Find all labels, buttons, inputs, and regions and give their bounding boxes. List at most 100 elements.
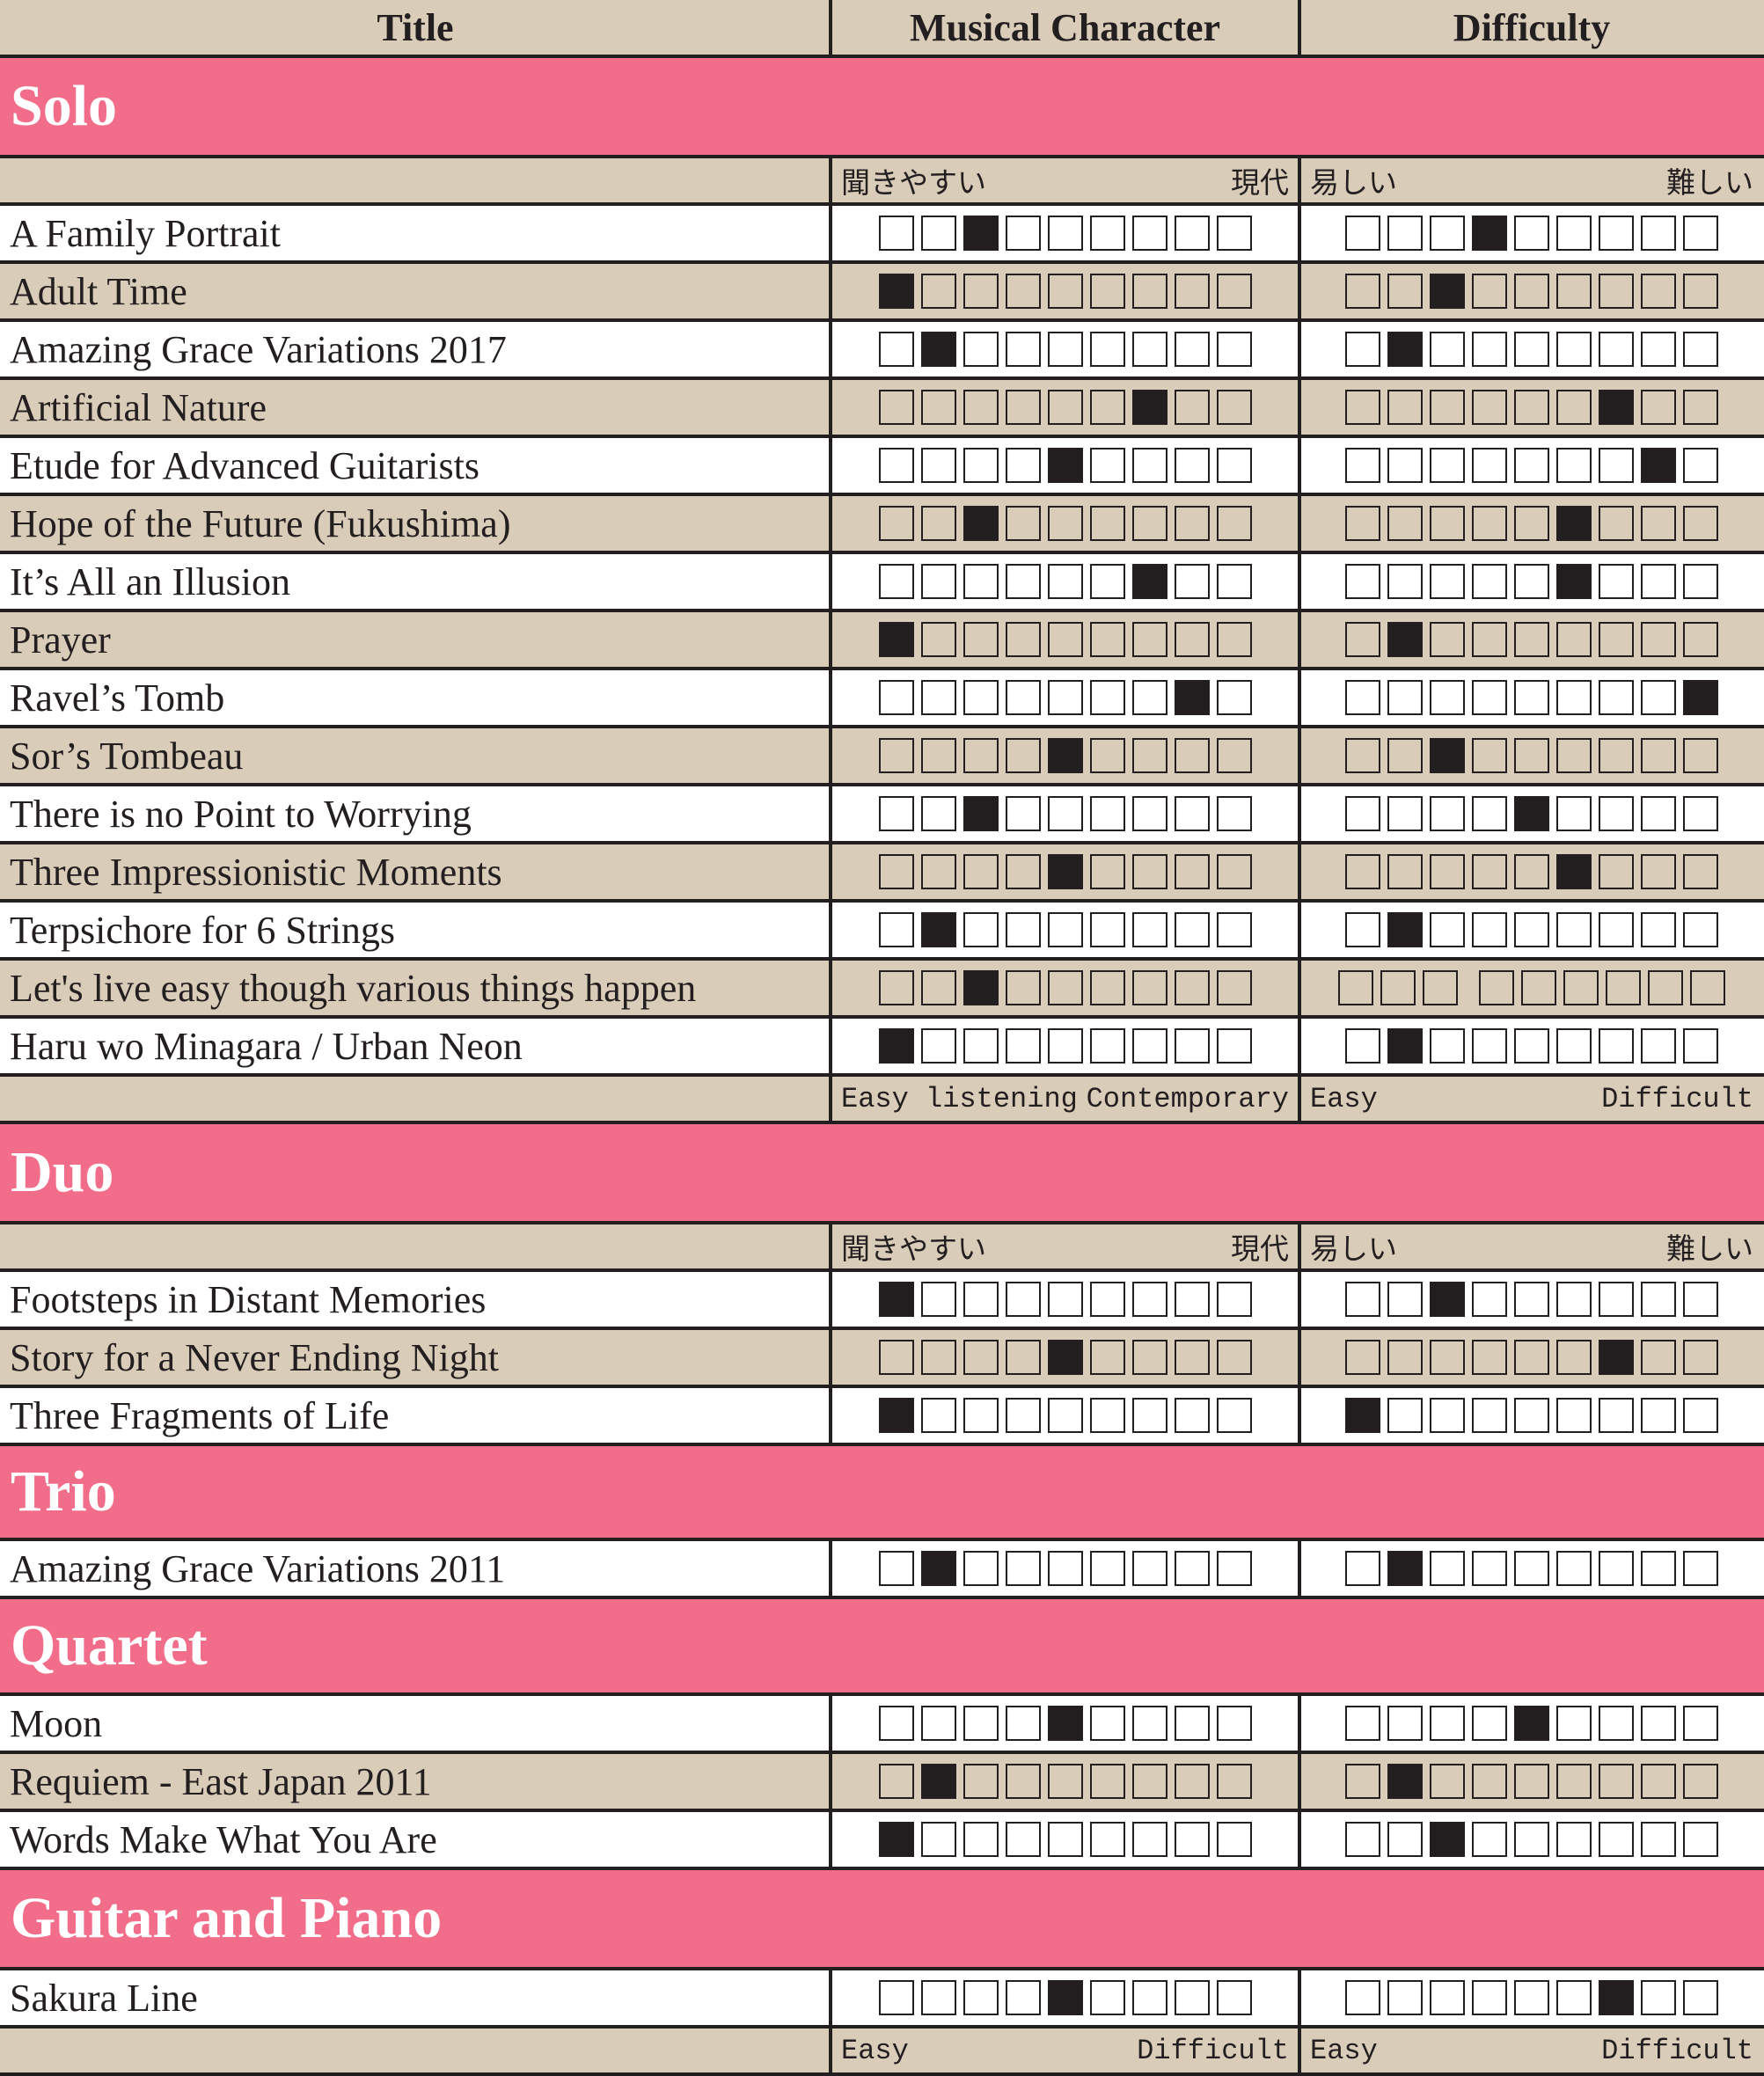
rating-box — [1089, 738, 1125, 773]
rating-box — [1599, 506, 1634, 541]
difficulty-cell — [1299, 264, 1764, 318]
rating-box — [1430, 448, 1465, 483]
rating-box — [1131, 1980, 1167, 2015]
rating-box — [1683, 1028, 1718, 1064]
rating-box — [1089, 564, 1125, 599]
column-divider — [829, 903, 832, 957]
section-title: Duo — [11, 1140, 114, 1204]
rating-box — [1047, 912, 1083, 947]
difficulty-cell — [1299, 786, 1764, 841]
rating-box — [1089, 1028, 1125, 1064]
rating-box — [1641, 274, 1676, 309]
character-cell — [831, 670, 1299, 725]
rating-box — [1174, 506, 1210, 541]
rating-box — [1387, 622, 1423, 657]
rating-box — [1005, 564, 1041, 599]
rating-box — [1472, 1282, 1507, 1317]
difficulty-cell — [1299, 844, 1764, 899]
difficulty-cell — [1299, 1019, 1764, 1073]
rating-box — [1641, 1028, 1676, 1064]
piece-row: Moon — [0, 1696, 1764, 1751]
rating-box — [1472, 622, 1507, 657]
rating-box — [1514, 1398, 1549, 1433]
piece-title: Story for a Never Ending Night — [10, 1335, 499, 1379]
rating-box — [1005, 1282, 1041, 1317]
difficulty-cell — [1299, 1812, 1764, 1867]
rating-box — [1556, 216, 1592, 251]
rating-box — [920, 680, 956, 715]
piece-row: Etude for Advanced Guitarists — [0, 438, 1764, 493]
piece-title: Amazing Grace Variations 2011 — [10, 1546, 506, 1590]
column-divider — [1298, 158, 1301, 202]
rating-box — [1556, 1980, 1592, 2015]
rating-box — [963, 1398, 999, 1433]
rating-box — [1514, 680, 1549, 715]
piece-title: Prayer — [10, 618, 111, 662]
rating-box — [1641, 1398, 1676, 1433]
rating-box — [920, 448, 956, 483]
column-divider — [1298, 1272, 1301, 1327]
column-divider — [1298, 728, 1301, 783]
row-divider — [0, 1596, 1764, 1599]
rating-box — [1472, 332, 1507, 367]
rating-box — [1047, 1980, 1083, 2015]
rating-box — [1174, 970, 1210, 1005]
rating-box — [920, 796, 956, 831]
rating-box — [1005, 738, 1041, 773]
rating-box — [1345, 912, 1380, 947]
rating-box — [920, 970, 956, 1005]
rating-box — [1387, 448, 1423, 483]
rating-box — [1047, 1340, 1083, 1375]
piece-row: Prayer — [0, 612, 1764, 667]
rating-box — [1641, 854, 1676, 889]
rating-box — [1174, 332, 1210, 367]
rating-box — [1216, 854, 1252, 889]
rating-box — [1472, 506, 1507, 541]
rating-box — [1005, 1706, 1041, 1741]
section-header: Solo — [0, 58, 1764, 155]
scale-label-difficulty: Easy Difficult — [1299, 1077, 1764, 1121]
rating-box — [1216, 390, 1252, 425]
rating-box — [1514, 1028, 1549, 1064]
rating-box — [1430, 1551, 1465, 1586]
rating-box — [878, 1980, 914, 2015]
rating-box — [1174, 1822, 1210, 1857]
character-rating — [878, 786, 1252, 841]
rating-box — [1089, 970, 1125, 1005]
rating-box — [1599, 448, 1634, 483]
rating-box — [1472, 216, 1507, 251]
scale-high-label: Difficult — [1601, 1082, 1753, 1115]
rating-box — [1387, 564, 1423, 599]
scale-label-row: 聞きやすい 現代 易しい 難しい — [0, 158, 1764, 202]
row-divider — [0, 667, 1764, 670]
rating-box — [878, 332, 914, 367]
difficulty-rating — [1345, 380, 1718, 435]
piece-row: Sor’s Tombeau — [0, 728, 1764, 783]
rating-box — [1599, 1764, 1634, 1799]
difficulty-cell — [1299, 1696, 1764, 1751]
piece-row: Amazing Grace Variations 2011 — [0, 1541, 1764, 1596]
rating-box — [1089, 1764, 1125, 1799]
scale-label-difficulty: Easy Difficult — [1299, 2028, 1764, 2072]
piece-row: It’s All an Illusion — [0, 554, 1764, 609]
column-divider — [1298, 0, 1301, 55]
rating-box — [1047, 564, 1083, 599]
rating-box — [920, 622, 956, 657]
scale-low-label: 聞きやすい — [841, 165, 986, 200]
rating-box — [1387, 854, 1423, 889]
rating-box — [1683, 448, 1718, 483]
rating-box — [878, 854, 914, 889]
rating-box — [1683, 1340, 1718, 1375]
difficulty-rating — [1345, 1541, 1718, 1596]
rating-box — [1216, 1340, 1252, 1375]
rating-box — [878, 1551, 914, 1586]
row-divider — [0, 1015, 1764, 1019]
rating-box — [878, 622, 914, 657]
rating-box — [1131, 1398, 1167, 1433]
character-cell — [831, 961, 1299, 1015]
difficulty-rating — [1345, 1019, 1718, 1073]
rating-box — [963, 564, 999, 599]
rating-box — [963, 1764, 999, 1799]
character-cell — [831, 496, 1299, 551]
difficulty-rating — [1345, 496, 1718, 551]
